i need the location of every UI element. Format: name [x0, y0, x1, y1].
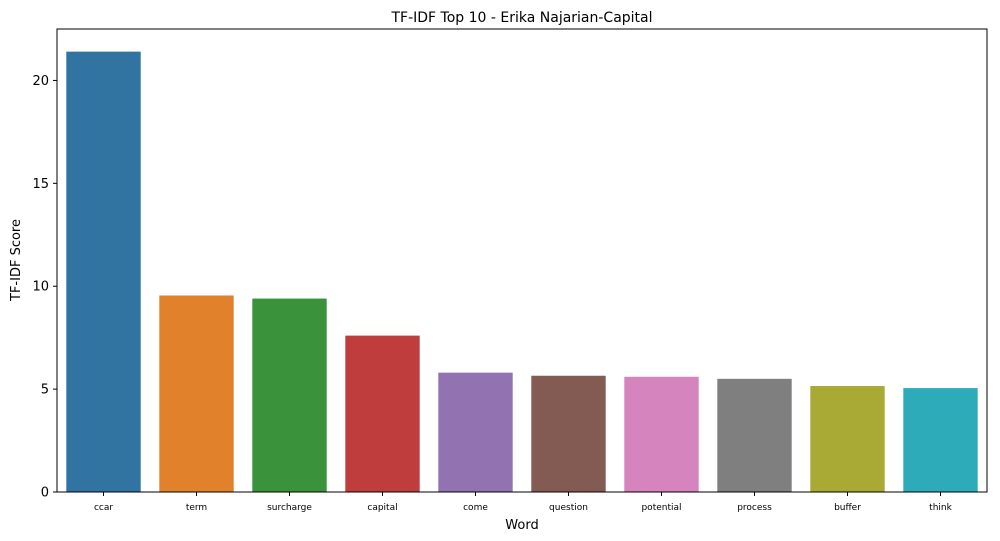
- y-tick-label-20: 20: [32, 74, 49, 89]
- x-tick-label-question: question: [549, 503, 588, 513]
- x-axis-label: Word: [505, 518, 538, 533]
- x-axis-ticks: ccar term surcharge capital come question pote…: [94, 492, 953, 513]
- x-tick-label-think: think: [929, 503, 952, 513]
- y-tick-label-10: 10: [32, 280, 49, 295]
- plot-frame: [56, 28, 988, 493]
- bar-surcharge: [252, 298, 327, 492]
- bar-question: [531, 375, 606, 492]
- x-tick-label-buffer: buffer: [834, 503, 861, 513]
- bar-think: [903, 388, 978, 492]
- chart-title: TF-IDF Top 10 - Erika Najarian-Capital: [390, 10, 652, 26]
- bar-term: [159, 295, 234, 492]
- y-tick-label-15: 15: [32, 177, 49, 192]
- x-tick-label-capital: capital: [367, 503, 397, 513]
- x-tick-label-come: come: [463, 503, 488, 513]
- bar-process: [717, 378, 792, 492]
- y-tick-label-0: 0: [41, 486, 49, 501]
- bars-group: [66, 51, 978, 492]
- x-tick-label-process: process: [737, 503, 772, 513]
- y-axis-label: TF-IDF Score: [9, 219, 24, 302]
- bar-ccar: [66, 51, 141, 492]
- bar-buffer: [810, 386, 885, 492]
- y-axis-ticks: 0 5 10 15 20: [32, 74, 57, 501]
- x-tick-label-potential: potential: [641, 503, 681, 513]
- bar-potential: [624, 376, 699, 492]
- bar-capital: [345, 335, 420, 492]
- x-tick-label-ccar: ccar: [94, 503, 113, 513]
- x-tick-label-term: term: [186, 503, 207, 513]
- y-tick-label-5: 5: [41, 383, 49, 398]
- bar-come: [438, 372, 513, 492]
- x-tick-label-surcharge: surcharge: [267, 503, 312, 513]
